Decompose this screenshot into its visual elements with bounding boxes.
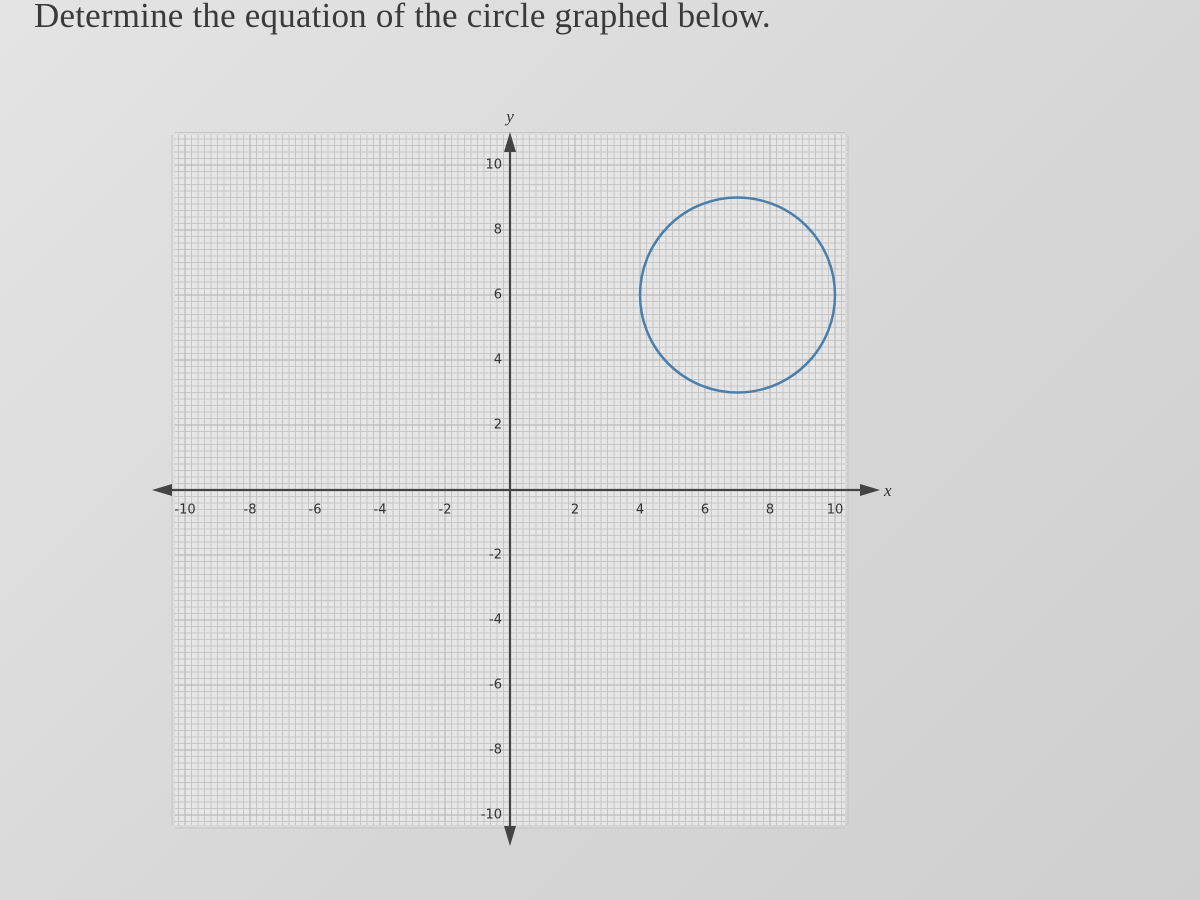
arrow-head xyxy=(860,484,880,496)
y-tick-label: -10 xyxy=(481,808,502,823)
x-tick-label: 2 xyxy=(571,503,579,518)
y-tick-label: 2 xyxy=(494,418,502,433)
x-tick-label: 8 xyxy=(766,503,774,518)
x-tick-label: -6 xyxy=(309,503,322,518)
arrow-head xyxy=(504,826,516,846)
y-tick-label: -4 xyxy=(489,613,502,628)
y-tick-label: 8 xyxy=(494,223,502,238)
x-tick-label: -2 xyxy=(439,503,452,518)
x-tick-label: -8 xyxy=(244,503,257,518)
x-tick-label: -4 xyxy=(374,503,387,518)
y-axis-label: y xyxy=(504,107,514,126)
x-axis-label: x xyxy=(883,481,892,500)
y-tick-label: -2 xyxy=(489,548,502,563)
question-title: Determine the equation of the circle gra… xyxy=(34,0,771,35)
arrow-head xyxy=(504,132,516,152)
x-tick-label: 10 xyxy=(827,503,844,518)
y-tick-label: 10 xyxy=(485,158,502,173)
x-tick-label: 4 xyxy=(636,503,644,518)
x-tick-label: 6 xyxy=(701,503,709,518)
x-tick-label: -10 xyxy=(174,503,195,518)
y-tick-label: -6 xyxy=(489,678,502,693)
y-tick-label: -8 xyxy=(489,743,502,758)
circle xyxy=(638,196,837,394)
y-tick-label: 6 xyxy=(494,288,502,303)
arrow-head xyxy=(152,484,172,496)
y-tick-label: 4 xyxy=(494,353,502,368)
